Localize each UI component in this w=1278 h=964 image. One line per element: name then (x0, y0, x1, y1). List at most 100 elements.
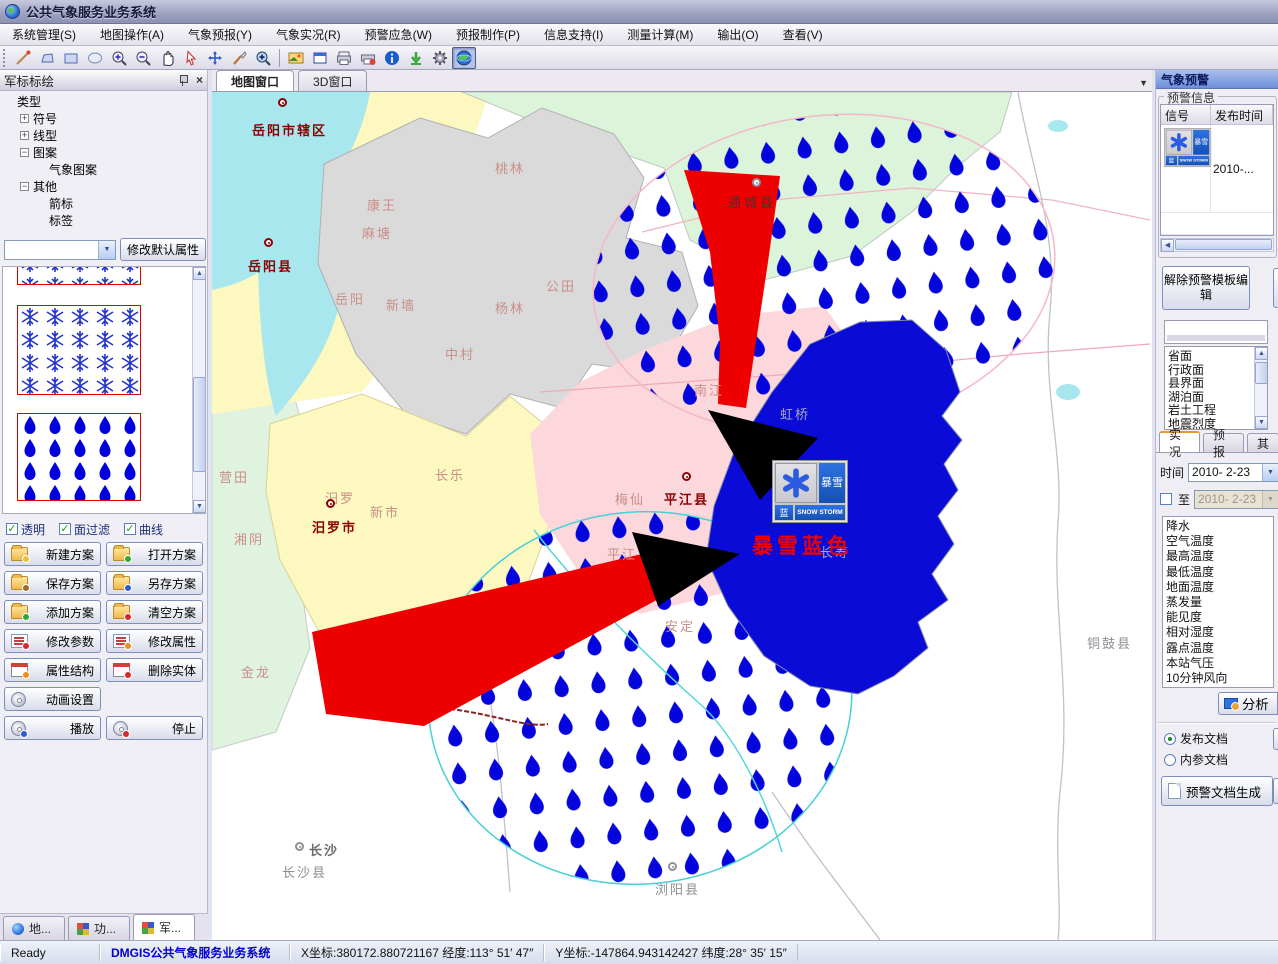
zoom-out-icon[interactable] (131, 47, 155, 69)
warning-table[interactable]: 信号 发布时间 暴雪 蓝 SNOW STORM 2010-... (1160, 104, 1274, 236)
panel-tab-2[interactable]: 军... (133, 914, 195, 940)
menu-item-3[interactable]: 气象实况(R) (276, 28, 341, 42)
map-tab-1[interactable]: 3D窗口 (298, 70, 368, 91)
element-list-item[interactable]: 相对湿度 (1166, 625, 1215, 640)
scroll-thumb[interactable] (193, 377, 205, 472)
menu-item-9[interactable]: 查看(V) (782, 28, 823, 42)
checkbox-box[interactable]: ✓ (59, 523, 72, 535)
polygon-icon[interactable] (35, 47, 59, 69)
layer-list-item[interactable]: 行政面 (1168, 362, 1205, 377)
close-icon[interactable]: × (195, 73, 203, 87)
zoom-in-icon[interactable] (107, 47, 131, 69)
menu-item-7[interactable]: 测量计算(M) (627, 28, 694, 42)
menu-item-4[interactable]: 预警应急(W) (364, 28, 432, 42)
checkbox-box[interactable]: ✓ (6, 523, 18, 535)
folder-saveas-button[interactable]: 另存方案 (106, 571, 203, 595)
tree-node-3[interactable]: − 图案 (2, 144, 198, 161)
toolbar-grip[interactable] (3, 48, 8, 67)
checkbox-0[interactable]: ✓ 透明 (6, 520, 45, 538)
checkbox-2[interactable]: ✓ 曲线 (124, 520, 163, 538)
left-splitter[interactable] (208, 70, 212, 940)
menu-item-2[interactable]: 气象预报(Y) (188, 28, 252, 42)
tree-expander-icon[interactable]: − (20, 147, 29, 157)
menu-item-8[interactable]: 输出(O) (717, 28, 759, 42)
generate-warning-doc-button[interactable]: 预警文档生成 (1161, 776, 1273, 806)
animation-button[interactable]: 动画设置 (4, 687, 101, 711)
image-icon[interactable] (284, 47, 308, 69)
rp-tab-2[interactable]: 其 (1246, 433, 1278, 452)
table-row[interactable]: 暴雪 蓝 SNOW STORM 2010-... (1161, 125, 1273, 213)
menu-item-0[interactable]: 系统管理(S) (12, 28, 76, 42)
print-icon[interactable] (332, 47, 356, 69)
layer-list-item[interactable]: 湖泊面 (1168, 389, 1205, 404)
panel-tab-0[interactable]: 地... (3, 916, 65, 940)
tree-expander-icon[interactable]: + (20, 113, 29, 123)
radio-publish-doc[interactable]: 发布文档 (1164, 730, 1228, 747)
folder-clear-button[interactable]: 清空方案 (106, 600, 203, 624)
scroll-down-icon[interactable]: ▼ (1255, 416, 1267, 429)
radio-internal-doc[interactable]: 内参文档 (1164, 751, 1228, 768)
analyze-button[interactable]: 分析 (1218, 692, 1278, 715)
col-signal[interactable]: 信号 (1161, 105, 1211, 124)
edit-params-button[interactable]: 修改参数 (4, 629, 101, 653)
element-list-item[interactable]: 空气温度 (1166, 534, 1215, 549)
map-canvas[interactable]: 岳阳市辖区 岳阳县 桃林 康王 麻塘 岳阳 新墙 杨林 公田 中村 通城县 虹桥 南江 梅仙 平江县 长寿 安定… (212, 92, 1152, 940)
tree-node-6[interactable]: 箭标 (2, 195, 198, 212)
scroll-up-icon[interactable]: ▲ (193, 267, 205, 280)
folder-add-button[interactable]: 添加方案 (4, 600, 101, 624)
clipped-button[interactable] (1273, 268, 1278, 308)
layer-list-item[interactable]: 省面 (1168, 349, 1193, 363)
radio-dot[interactable] (1164, 732, 1176, 745)
tree-node-5[interactable]: − 其他 (2, 178, 198, 195)
pattern-swatch-raindrop[interactable] (17, 413, 141, 501)
attr-struct-button[interactable]: 属性结构 (4, 658, 101, 682)
layer-list-item[interactable]: 地震烈度 (1168, 416, 1217, 430)
map-tab-0[interactable]: 地图窗口 (216, 70, 295, 91)
tree-expander-icon[interactable]: + (20, 130, 29, 140)
checkbox-1[interactable]: ✓ 面过滤 (59, 520, 110, 538)
zoom-window-icon[interactable] (251, 47, 275, 69)
scroll-up-icon[interactable]: ▲ (1255, 347, 1267, 360)
globe-icon[interactable] (452, 46, 476, 69)
scroll-thumb[interactable] (1255, 362, 1267, 384)
brush-icon[interactable] (227, 47, 251, 69)
move-icon[interactable] (203, 47, 227, 69)
tab-list-dropdown-icon[interactable]: ▼ (1139, 78, 1148, 88)
rp-tab-0[interactable]: 实况 (1159, 428, 1200, 459)
print-setup-icon[interactable] (356, 47, 380, 69)
gear-icon[interactable] (428, 47, 452, 69)
tree-node-1[interactable]: + 符号 (2, 110, 198, 127)
time-combobox[interactable]: 2010- 2-23 ▼ (1188, 462, 1278, 482)
element-list-item[interactable]: 露点温度 (1166, 640, 1215, 655)
element-list-item[interactable]: 10分钟风向 (1166, 670, 1228, 685)
rp-tab-1[interactable]: 预报 (1202, 428, 1244, 459)
checkbox-box[interactable]: ✓ (124, 523, 137, 535)
tree-node-7[interactable]: 标签 (2, 212, 198, 229)
table-hscrollbar[interactable]: ◀ (1160, 238, 1274, 252)
pin-icon[interactable] (178, 74, 188, 86)
element-list-item[interactable]: 降水 (1166, 519, 1191, 533)
clipped-button[interactable] (1273, 778, 1278, 804)
element-list-item[interactable]: 蒸发量 (1166, 594, 1203, 609)
chevron-down-icon[interactable]: ▼ (98, 241, 115, 259)
radio-dot[interactable] (1164, 753, 1176, 766)
menu-item-1[interactable]: 地图操作(A) (100, 28, 164, 42)
folder-open-button[interactable]: 打开方案 (106, 542, 203, 566)
type-combobox[interactable]: ▼ (4, 240, 116, 260)
tree-node-2[interactable]: + 线型 (2, 127, 198, 144)
menu-item-6[interactable]: 信息支持(I) (544, 28, 604, 42)
col-publish-time[interactable]: 发布时间 (1211, 105, 1273, 124)
stop-button[interactable]: 停止 (106, 716, 203, 740)
pan-hand-icon[interactable] (155, 47, 179, 69)
pattern-swatch-snow-partial[interactable] (17, 266, 141, 285)
pattern-list[interactable]: ▲ ▼ (2, 266, 206, 514)
unlock-warning-template-button[interactable]: 解除预警模板编辑 (1162, 266, 1250, 310)
scroll-down-icon[interactable]: ▼ (193, 500, 205, 513)
pattern-swatch-snowflake[interactable] (17, 305, 141, 395)
select-arrow-icon[interactable] (179, 47, 203, 69)
chevron-down-icon[interactable]: ▼ (1262, 463, 1278, 481)
snow-storm-sign[interactable]: 暴雪 蓝 SNOW STORM (772, 460, 848, 523)
info-icon[interactable] (380, 47, 404, 69)
scroll-left-icon[interactable]: ◀ (1161, 239, 1174, 252)
play-button[interactable]: 播放 (4, 716, 101, 740)
